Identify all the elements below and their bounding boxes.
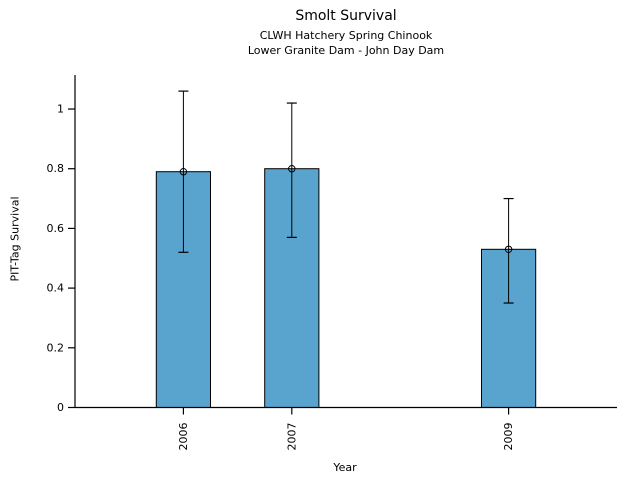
- y-tick-label: 0.4: [47, 282, 65, 295]
- chart-subtitle-line1: CLWH Hatchery Spring Chinook: [259, 29, 433, 42]
- y-tick-label: 0: [57, 401, 64, 414]
- y-tick-label: 0.6: [47, 222, 65, 235]
- mean-marker: [288, 165, 296, 173]
- chart-subtitle-line2: Lower Granite Dam - John Day Dam: [247, 44, 445, 57]
- y-axis-title: PIT-Tag Survival: [8, 196, 22, 282]
- x-tick-label: 2007: [285, 423, 298, 451]
- mean-marker: [504, 245, 513, 254]
- y-tick-label: 1: [57, 103, 64, 116]
- chart-title: Smolt Survival: [295, 8, 397, 24]
- y-tick-label: 0.8: [47, 162, 65, 175]
- x-tick-label: 2009: [502, 423, 515, 451]
- y-tick-label: 0.2: [47, 341, 65, 354]
- mean-marker: [179, 168, 188, 176]
- x-axis-title: Year: [333, 461, 357, 474]
- x-tick-label: 2006: [177, 423, 190, 451]
